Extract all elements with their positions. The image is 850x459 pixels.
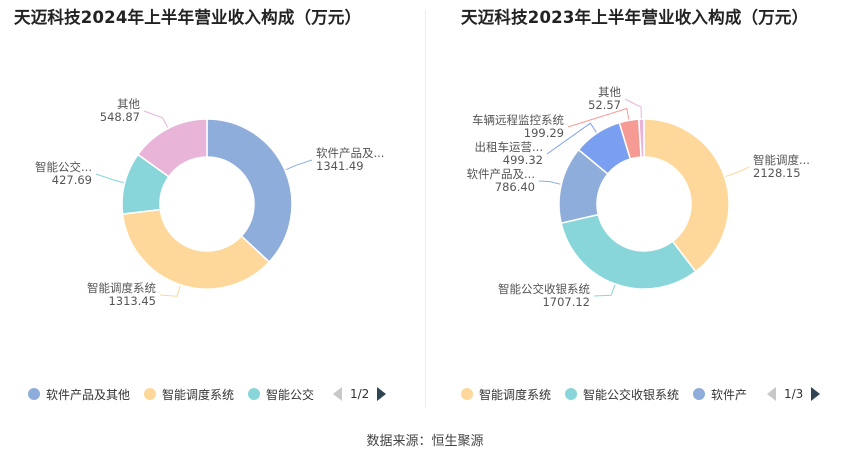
chart-2023-legend-pager: 1/3 [767,384,821,404]
legend-dot-software [28,388,40,400]
label-leader-line [725,166,750,177]
slice-value-label: 1341.49 [316,159,364,173]
slice-name-label: 软件产品及... [467,167,535,181]
legend-dot-dispatch [461,388,473,400]
label-leader-line [95,173,124,184]
legend-label-software: 软件产 [711,387,748,402]
chart-2024-legend: 软件产品及其他 智能调度系统 智能公交 [28,384,328,404]
donut-slice[interactable] [121,208,271,290]
legend-dot-bus-pay [565,388,578,400]
chart-2023-title: 天迈科技2023年上半年营业收入构成（万元） [461,8,809,27]
label-leader-line [624,98,642,119]
legend-item-bus-pay[interactable]: 智能公交收银系统 [565,386,679,403]
slice-value-label: 786.40 [495,180,535,194]
legend-dot-software [693,388,706,400]
slice-value-label: 1313.45 [108,294,156,308]
slice-name-label: 智能调度... [753,153,810,167]
panel-divider [425,10,426,408]
slice-value-label: 548.87 [100,110,140,124]
data-source: 数据来源：恒生聚源 [366,434,484,449]
label-leader-line [593,284,616,297]
slice-name-label: 智能调度系统 [87,281,156,295]
legend-next-page-icon[interactable] [811,387,821,401]
legend-next-page-icon[interactable] [377,387,387,401]
slice-name-label: 智能公交... [35,160,92,174]
label-leader-line [159,285,181,297]
label-leader-line [567,107,630,128]
chart-2023-panel: 天迈科技2023年上半年营业收入构成（万元） 智能调度... 2128.15 智能公… [425,0,850,410]
donut-slice[interactable] [637,118,645,158]
legend-label-software: 软件产品及其他 [46,387,131,402]
slice-name-label: 其他 [598,85,621,99]
legend-item-bus-pay[interactable]: 智能公交 [248,386,314,403]
label-leader-line [538,180,561,185]
legend-page-indicator: 1/2 [350,387,370,401]
slice-name-label: 其他 [117,97,140,111]
slice-name-label: 出租车运营... [475,140,543,154]
chart-2024-legend-pager: 1/2 [333,384,387,404]
slice-value-label: 2128.15 [753,166,801,180]
slice-value-label: 199.29 [524,126,564,140]
legend-label-dispatch: 智能调度系统 [162,387,235,402]
label-leader-line [143,110,169,128]
slice-value-label: 52.57 [588,98,621,112]
slice-value-label: 1707.12 [542,295,590,309]
chart-2024-panel: 天迈科技2024年上半年营业收入构成（万元） 软件产品及... 1341.49 智能… [0,0,425,410]
slice-name-label: 车辆远程监控系统 [472,113,564,127]
label-leader-line [285,159,313,171]
legend-item-software[interactable]: 软件产品及其他 [28,386,130,403]
legend-label-bus-pay: 智能公交收银系统 [583,387,680,402]
legend-prev-page-icon[interactable] [767,387,776,401]
legend-label-bus-pay: 智能公交 [266,387,315,402]
donut-slice[interactable] [560,213,697,290]
legend-dot-dispatch [144,388,157,400]
legend-prev-page-icon[interactable] [333,387,342,401]
label-leader-line [546,122,597,155]
slice-name-label: 智能公交收银系统 [498,282,590,296]
chart-2024-title: 天迈科技2024年上半年营业收入构成（万元） [14,8,362,27]
legend-page-indicator: 1/3 [784,387,804,401]
chart-2023-legend: 智能调度系统 智能公交收银系统 软件产 [461,384,761,404]
slice-value-label: 499.32 [503,153,543,167]
donut-slice[interactable] [643,118,730,273]
donut-slice[interactable] [136,118,208,178]
legend-item-dispatch[interactable]: 智能调度系统 [461,386,551,403]
legend-item-dispatch[interactable]: 智能调度系统 [144,386,234,403]
legend-dot-bus-pay [248,388,261,400]
legend-item-software[interactable]: 软件产 [693,386,747,403]
slice-name-label: 软件产品及... [316,146,384,160]
slice-value-label: 427.69 [52,173,92,187]
donut-slice[interactable] [206,118,293,264]
legend-label-dispatch: 智能调度系统 [479,387,552,402]
